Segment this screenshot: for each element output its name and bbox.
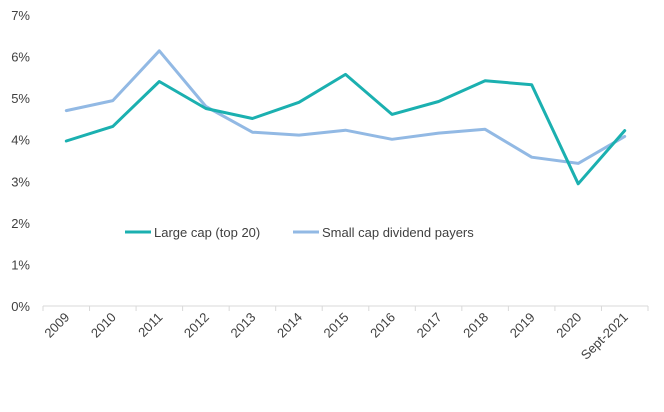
x-tick-label: 2013: [227, 310, 258, 341]
y-tick-label: 3%: [11, 174, 30, 189]
y-tick-label: 2%: [11, 216, 30, 231]
y-axis: 0% 1% 2% 3% 4% 5% 6% 7%: [11, 8, 30, 314]
y-tick-label: 1%: [11, 257, 30, 272]
series-line-large-cap: [64, 72, 627, 186]
x-tick-label: Sept-2021: [578, 310, 631, 363]
x-tick-label: 2017: [414, 310, 445, 341]
legend: Large cap (top 20) Small cap dividend pay…: [125, 225, 474, 240]
x-tick-label: 2018: [460, 310, 491, 341]
y-tick-label: 4%: [11, 133, 30, 148]
series-line-small-cap: [64, 49, 627, 165]
y-tick-label: 0%: [11, 299, 30, 314]
x-tick-label: 2014: [274, 310, 305, 341]
legend-label: Small cap dividend payers: [322, 225, 474, 240]
x-tick-label: 2020: [553, 310, 584, 341]
x-tick-label: 2015: [321, 310, 352, 341]
y-tick-label: 5%: [11, 91, 30, 106]
series-lines: [64, 49, 627, 186]
x-tick-label: 2012: [181, 310, 212, 341]
x-tick-label: 2010: [88, 310, 119, 341]
x-tick-label: 2011: [135, 310, 165, 340]
x-tick-label: 2009: [41, 310, 72, 341]
x-tick-label: 2019: [507, 310, 538, 341]
y-tick-label: 7%: [11, 8, 30, 23]
y-tick-label: 6%: [11, 50, 30, 65]
x-axis: 2009 2010 2011 2012 2013 2014 2015 2016 2017 2018…: [41, 305, 649, 363]
legend-label: Large cap (top 20): [154, 225, 260, 240]
x-tick-label: 2016: [367, 310, 398, 341]
